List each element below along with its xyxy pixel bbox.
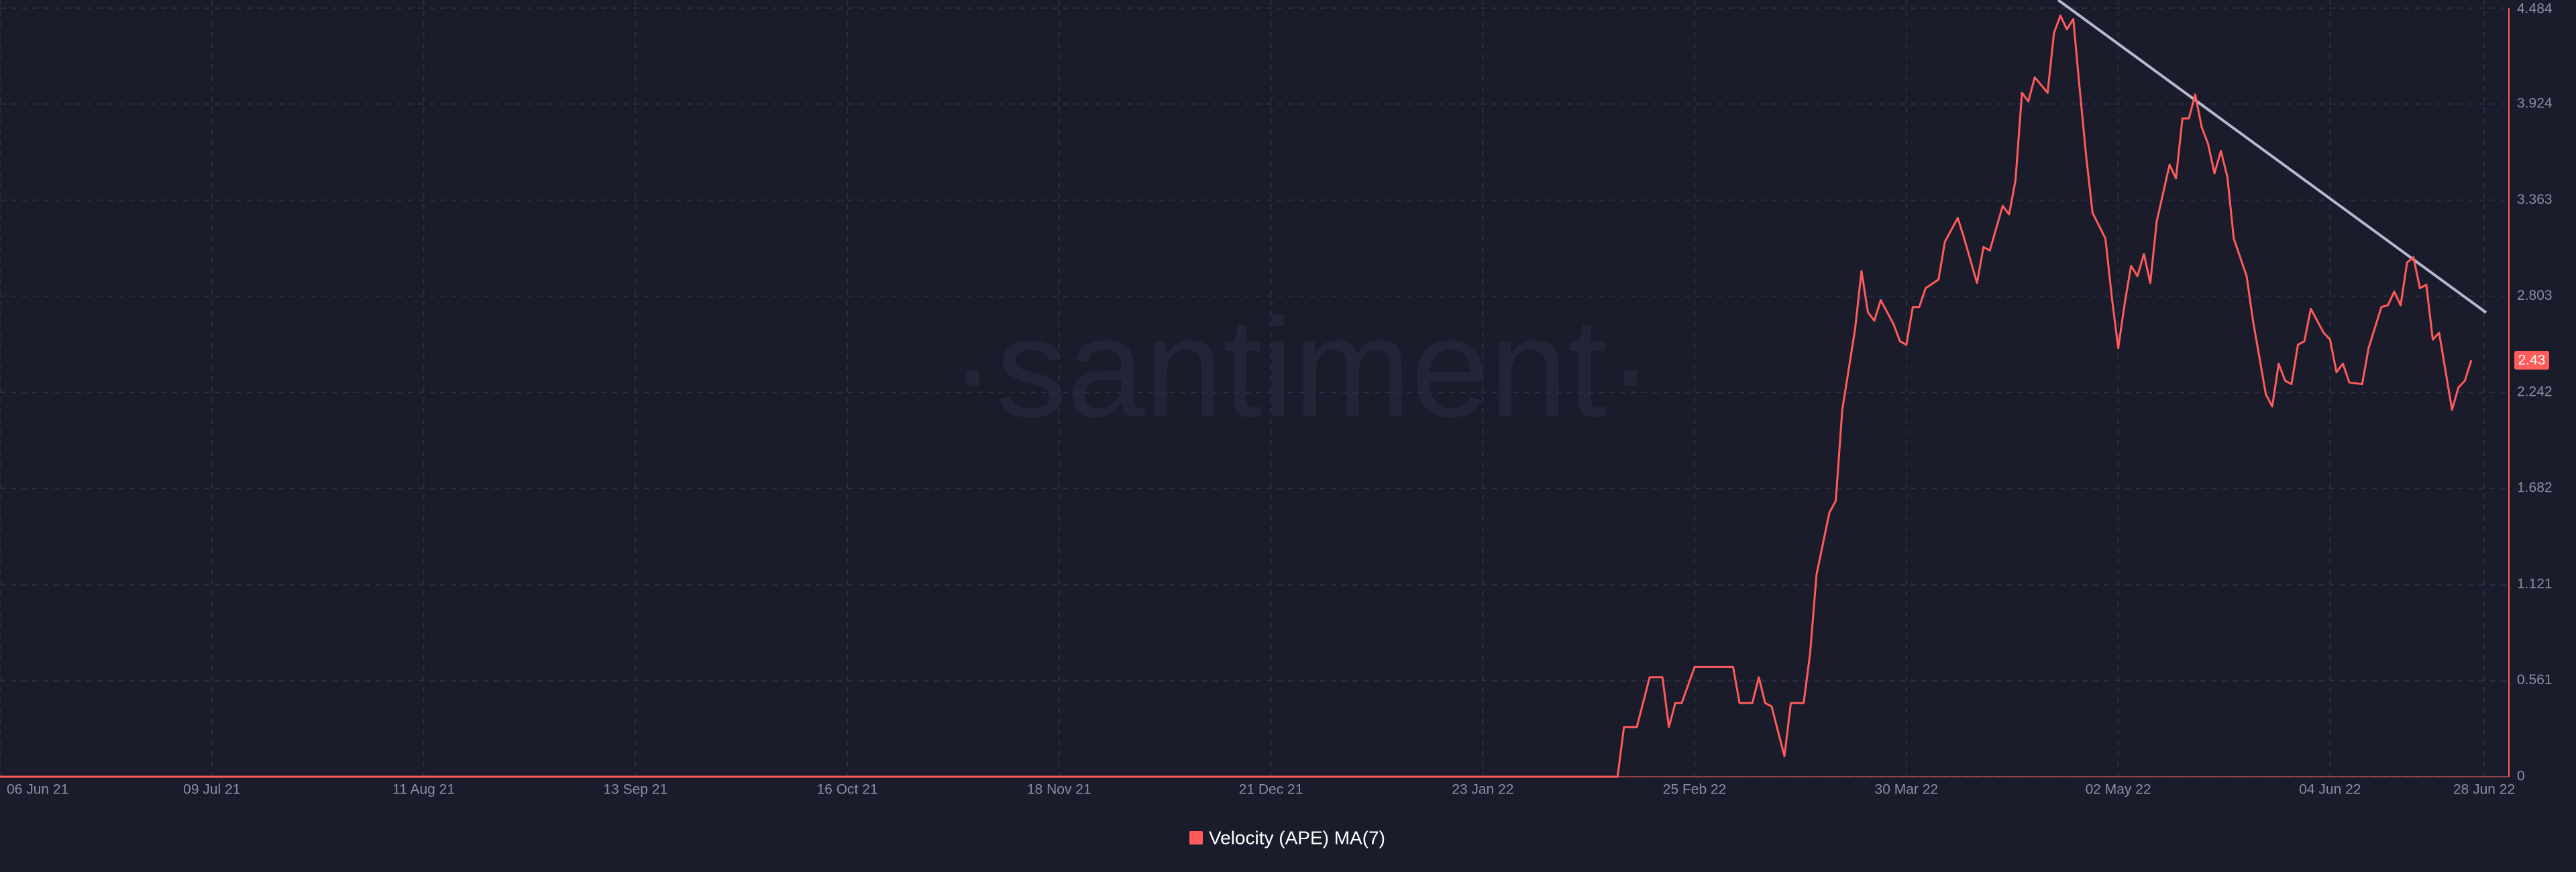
last-value-badge [2514,350,2549,370]
legend-label: Velocity (APE) MA(7) [1209,827,1385,848]
line [0,14,2473,778]
x-tick-label: 04 Jun 22 [2299,782,2361,798]
x-tick-label: 09 Jul 21 [183,782,240,798]
y-tick-label: 0.561 [2517,672,2553,688]
y-tick-label: 2.242 [2517,384,2553,400]
y-tick-label: 3.363 [2517,192,2553,207]
plot: 2.43 [0,14,2549,778]
legend-swatch [1189,831,1203,844]
x-tick-label: 30 Mar 22 [1875,782,1939,798]
x-tick-label: 28 Jun 22 [2453,782,2515,798]
x-tick-label: 21 Dec 21 [1239,782,1303,798]
y-tick-label: 4.484 [2517,1,2553,17]
x-tick-label: 25 Feb 22 [1663,782,1727,798]
y-tick-label: 2.803 [2517,288,2553,303]
x-tick-label: 02 May 22 [2086,782,2151,798]
y-tick-label: 1.682 [2517,480,2553,496]
last-value-label: 2.43 [2518,352,2546,368]
y-tick-label: 0 [2517,769,2525,784]
x-tick-label: 11 Aug 21 [392,782,455,798]
y-tick-label: 3.924 [2517,96,2553,111]
grid: 0 0.561 1.121 1.682 2.242 2.803 3.363 3.924 4.48… [0,0,2553,798]
x-tick-label: 13 Sep 21 [603,782,667,798]
x-tick-label: 16 Oct 21 [817,782,878,798]
x-tick-label: 23 Jan 22 [1452,782,1513,798]
y-tick-label: 1.121 [2517,576,2553,592]
legend: Velocity (APE) MA(7) [1189,827,1385,848]
watermark: ·santiment· [949,288,1654,446]
x-tick-label: 18 Nov 21 [1027,782,1091,798]
x-tick-label: 06 Jun 21 [7,782,68,798]
